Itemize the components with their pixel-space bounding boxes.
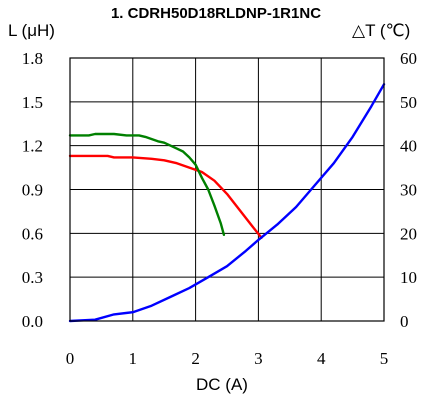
tick-labels: 0 1 2 3 4 5 0.0 0.3 0.6 0.9 1.2 1.5 1.8 0 10 20 30 40 50 60: [22, 49, 417, 368]
x-tick-label: 0: [66, 349, 75, 368]
grid-lines: [70, 58, 384, 321]
y-right-tick-label: 50: [400, 93, 417, 112]
y-left-tick-label: 1.2: [22, 137, 43, 156]
y-right-tick-label: 30: [400, 181, 417, 200]
y-left-tick-label: 0.9: [22, 181, 43, 200]
x-tick-label: 4: [317, 349, 326, 368]
y-left-tick-label: 0.6: [22, 224, 43, 243]
series-line-blue: [68, 83, 386, 323]
plot-frame: [69, 57, 385, 322]
y-axis-right-title: △T (℃): [352, 21, 410, 40]
y-left-tick-label: 0.0: [22, 312, 43, 331]
x-tick-label: 2: [191, 349, 200, 368]
y-right-tick-label: 10: [400, 268, 417, 287]
y-axis-left-title: L (μH): [8, 21, 55, 40]
y-right-tick-label: 60: [400, 49, 417, 68]
chart-title: 1. CDRH50D18RLDNP-1R1NC: [111, 5, 321, 22]
series-line-green: [68, 132, 226, 237]
y-left-tick-label: 1.5: [22, 93, 43, 112]
y-right-tick-label: 40: [400, 137, 417, 156]
series-layer: [68, 83, 386, 323]
x-tick-label: 1: [129, 349, 138, 368]
x-axis-title: DC (A): [196, 375, 248, 394]
y-left-tick-label: 0.3: [22, 268, 43, 287]
series-line-red: [68, 154, 263, 239]
y-right-tick-label: 20: [400, 224, 417, 243]
x-tick-label: 5: [380, 349, 389, 368]
x-tick-label: 3: [254, 349, 263, 368]
y-right-tick-label: 0: [400, 312, 409, 331]
y-left-tick-label: 1.8: [22, 49, 43, 68]
